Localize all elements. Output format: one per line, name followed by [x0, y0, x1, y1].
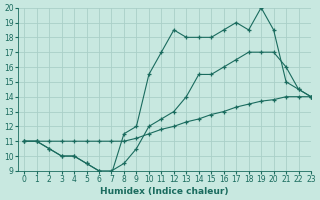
- X-axis label: Humidex (Indice chaleur): Humidex (Indice chaleur): [100, 187, 229, 196]
